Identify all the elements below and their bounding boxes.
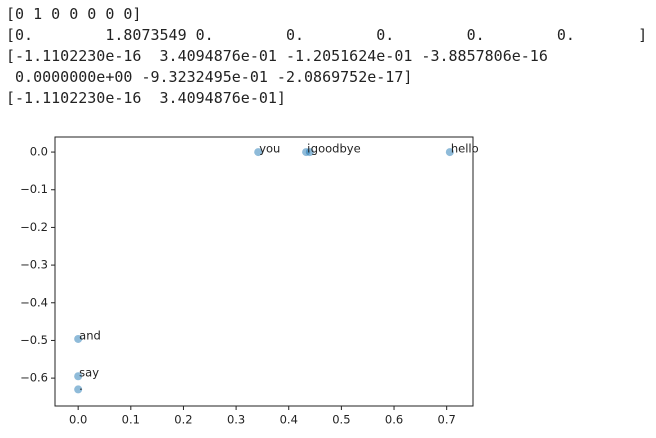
point-label: goodbye — [311, 142, 361, 156]
point — [445, 148, 454, 157]
x-tick-label: 0.7 — [438, 413, 456, 427]
point — [74, 385, 83, 394]
point-label: say — [79, 366, 99, 380]
output-line: [0. 1.8073549 0. 0. 0. 0. 0. ] — [6, 26, 648, 44]
x-tick-label: 0.0 — [69, 413, 87, 427]
x-tick-label: 0.4 — [280, 413, 298, 427]
y-tick-label: −0.5 — [20, 333, 48, 347]
y-tick-label: −0.3 — [20, 258, 48, 272]
point — [74, 372, 83, 381]
output-line: 0.0000000e+00 -9.3232495e-01 -2.0869752e… — [6, 68, 413, 86]
x-tick-label: 0.5 — [332, 413, 350, 427]
x-tick-label: 0.6 — [385, 413, 403, 427]
point-label: you — [259, 142, 280, 156]
point — [302, 148, 311, 157]
y-tick-label: −0.4 — [20, 295, 48, 309]
output-line: [-1.1102230e-16 3.4094876e-01 -1.2051624… — [6, 47, 548, 65]
output-line: [-1.1102230e-16 3.4094876e-01] — [6, 89, 286, 107]
y-tick-label: −0.2 — [20, 220, 48, 234]
x-tick-label: 0.3 — [227, 413, 245, 427]
y-tick-label: 0.0 — [30, 145, 48, 159]
cell-output: [0 1 0 0 0 0 0] [0. 1.8073549 0. 0. 0. 0.… — [6, 4, 647, 109]
point-label: hello — [451, 142, 479, 156]
y-tick-label: −0.1 — [20, 182, 48, 196]
point-label: . — [79, 379, 83, 393]
point — [74, 334, 83, 343]
output-line: [0 1 0 0 0 0 0] — [6, 5, 142, 23]
y-tick-label: −0.6 — [20, 371, 48, 385]
point-label: and — [79, 328, 101, 342]
x-tick-label: 0.1 — [122, 413, 140, 427]
point — [254, 148, 263, 157]
point-label: i — [307, 142, 310, 156]
x-tick-label: 0.2 — [174, 413, 192, 427]
plot-frame — [54, 136, 474, 407]
